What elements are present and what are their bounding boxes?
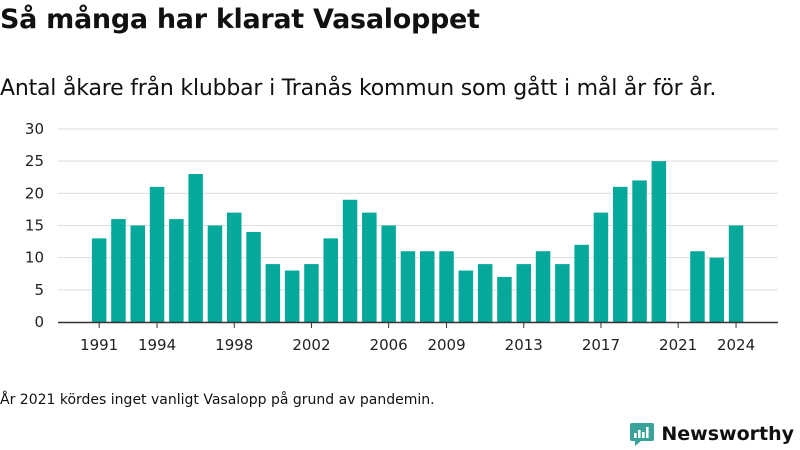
bar [207,225,223,322]
bar [342,199,358,322]
x-tick-label: 2006 [370,336,408,354]
x-tick-label: 1991 [80,336,118,354]
x-tick-label: 1998 [215,336,253,354]
gridlines [58,128,778,291]
bar [613,186,628,322]
bar [130,225,145,322]
bar [381,225,396,322]
bars [91,161,744,322]
bar [632,180,647,322]
bar [227,212,242,322]
bar [593,212,609,322]
bar [323,238,338,322]
bar [362,212,377,322]
bar [574,244,589,322]
bar [439,251,454,322]
bar [265,264,281,322]
x-axis-ticks: 1991 1994 1998 2002 2006 2009 2013 2017 2021 2024 [80,322,755,354]
x-tick-label: 2017 [582,336,620,354]
bar [535,251,551,322]
x-tick-label: 2002 [292,336,330,354]
bar [458,270,474,322]
bar [284,270,300,322]
bar [728,225,744,322]
bar [497,276,512,322]
bar [420,251,435,322]
y-tick-label: 10 [25,249,44,267]
y-axis-ticks: 0 5 10 15 20 25 30 [25,120,44,331]
bar [169,219,184,322]
bar [188,174,203,322]
x-tick-label: 1994 [138,336,176,354]
bar [400,251,416,322]
bar [651,161,667,322]
x-tick-label: 2021 [659,336,697,354]
y-tick-label: 15 [25,217,44,235]
y-tick-label: 0 [34,313,44,331]
x-tick-label: 2024 [717,336,755,354]
bar [304,264,319,322]
footnote: År 2021 kördes inget vanligt Vasalopp på… [0,392,435,408]
bar [111,219,126,322]
y-tick-label: 25 [25,152,44,170]
brand-name: Newsworthy [661,423,794,445]
y-tick-label: 20 [25,184,44,202]
y-tick-label: 30 [25,120,44,138]
brand-logo: Newsworthy [629,420,794,448]
x-tick-label: 2013 [505,336,543,354]
bar [555,264,570,322]
bar [690,251,705,322]
bar [91,238,107,322]
chart-title: Så många har klarat Vasaloppet [0,4,480,35]
y-tick-label: 5 [34,281,44,299]
bar [709,257,724,322]
bar [516,264,531,322]
newsworthy-logo-icon [630,423,655,446]
bar [477,264,493,322]
bar [246,231,261,322]
chart-subtitle: Antal åkare från klubbar i Tranås kommun… [0,76,717,101]
bar [149,186,165,322]
x-tick-label: 2009 [427,336,465,354]
bar-chart: 0 5 10 15 20 25 30 1991 1994 1998 2002 2006 2009 201… [25,120,778,354]
